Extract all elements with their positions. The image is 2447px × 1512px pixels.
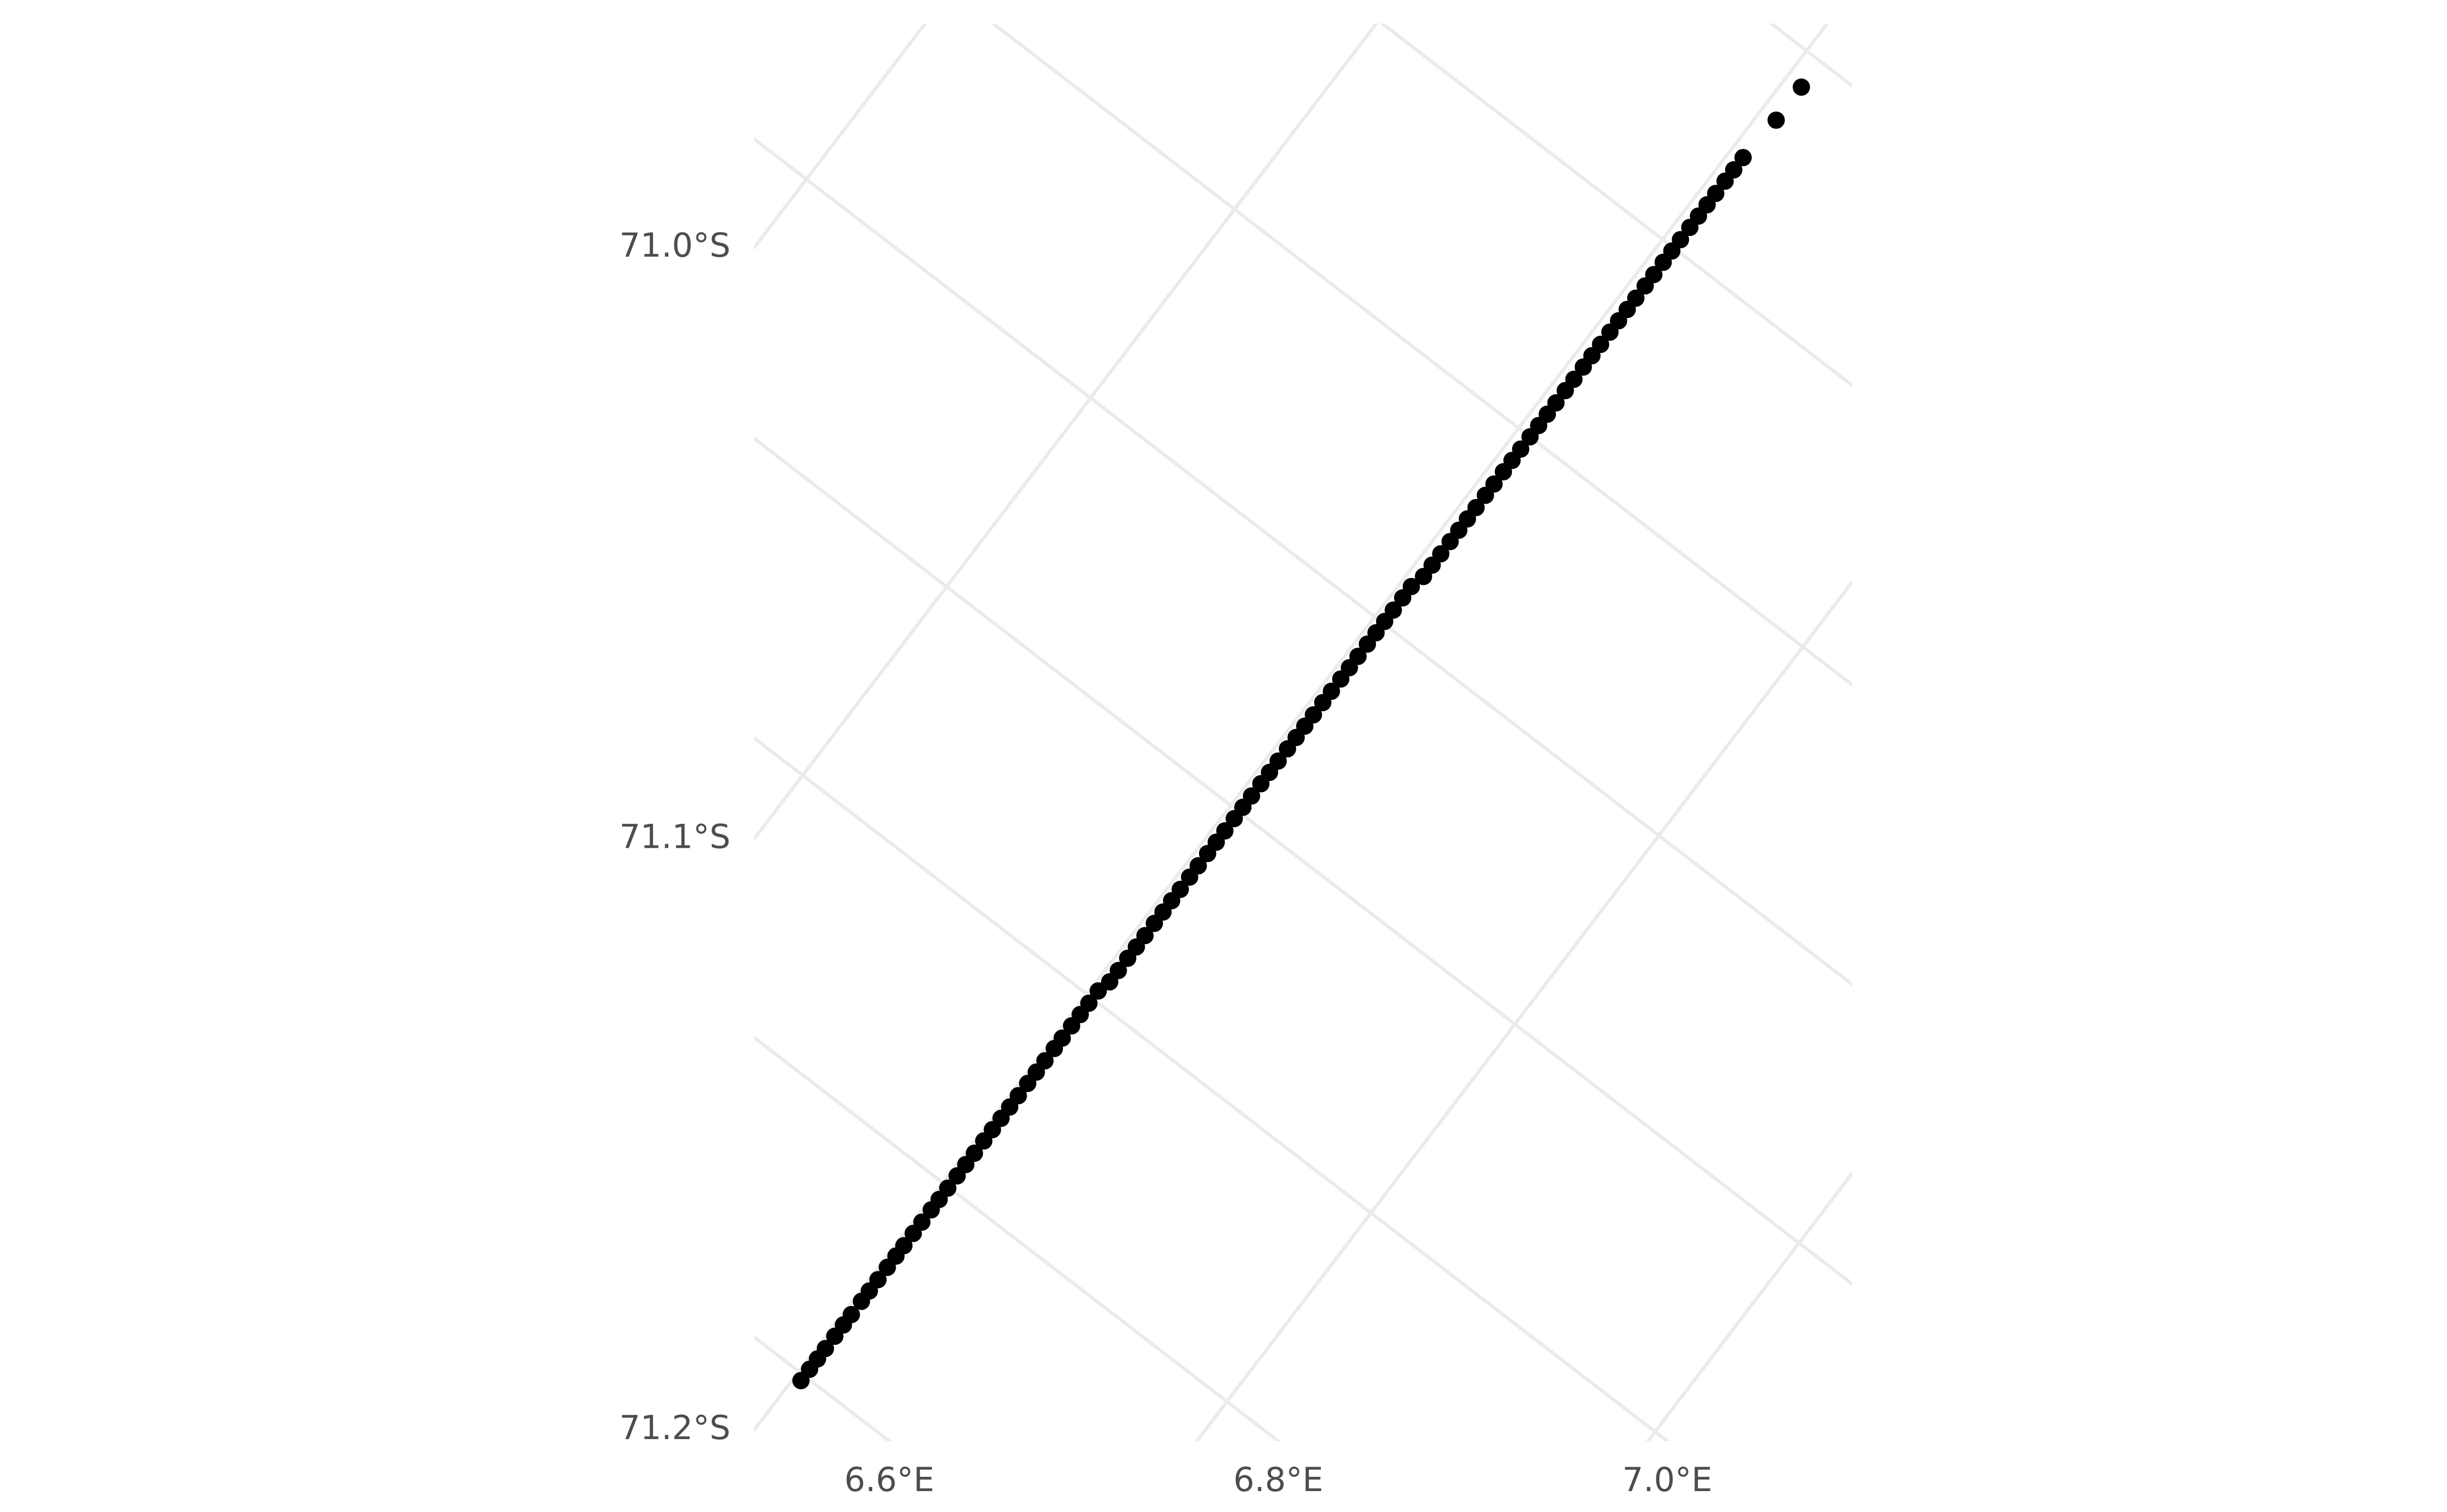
y-tick-label: 71.2°S: [619, 1409, 731, 1447]
y-tick-label: 71.0°S: [619, 227, 731, 265]
x-tick-label: 6.6°E: [844, 1461, 934, 1499]
point: [1189, 857, 1207, 875]
point: [1242, 787, 1260, 805]
point: [1725, 161, 1742, 179]
point: [1080, 994, 1098, 1012]
point: [1036, 1052, 1054, 1070]
x-tick-label: 6.8°E: [1233, 1461, 1323, 1499]
point: [1767, 111, 1785, 129]
points: [792, 78, 1810, 1390]
point: [1385, 601, 1402, 619]
point: [1627, 289, 1645, 307]
x-tick-label: 7.0°E: [1622, 1461, 1712, 1499]
point: [1172, 880, 1189, 898]
point: [1322, 683, 1340, 700]
point: [1109, 961, 1127, 979]
point: [842, 1306, 860, 1323]
point: [1349, 647, 1367, 665]
point: [1592, 335, 1609, 353]
point: [1467, 499, 1485, 516]
point: [966, 1144, 983, 1162]
axis-labels: 71.0°S 71.1°S 71.2°S 6.6°E 6.8°E 7.0°E: [619, 227, 1712, 1499]
point: [939, 1179, 957, 1197]
point: [1269, 752, 1287, 770]
point: [1216, 822, 1234, 840]
point: [1672, 231, 1689, 249]
point: [869, 1271, 887, 1289]
point: [1402, 578, 1420, 595]
point: [817, 1340, 835, 1358]
point: [895, 1237, 913, 1255]
point: [1136, 927, 1154, 945]
point: [1547, 394, 1565, 412]
point: [1512, 440, 1529, 458]
point: [1645, 266, 1663, 283]
point: [1432, 545, 1450, 563]
y-tick-label: 71.1°S: [619, 818, 731, 856]
point: [1053, 1029, 1071, 1047]
point: [1485, 475, 1503, 493]
point: [1707, 185, 1725, 202]
point: [1792, 78, 1810, 96]
point: [1734, 149, 1752, 167]
point: [1565, 371, 1583, 388]
point: [1009, 1087, 1027, 1105]
point: [913, 1213, 931, 1231]
point: [1305, 706, 1322, 724]
